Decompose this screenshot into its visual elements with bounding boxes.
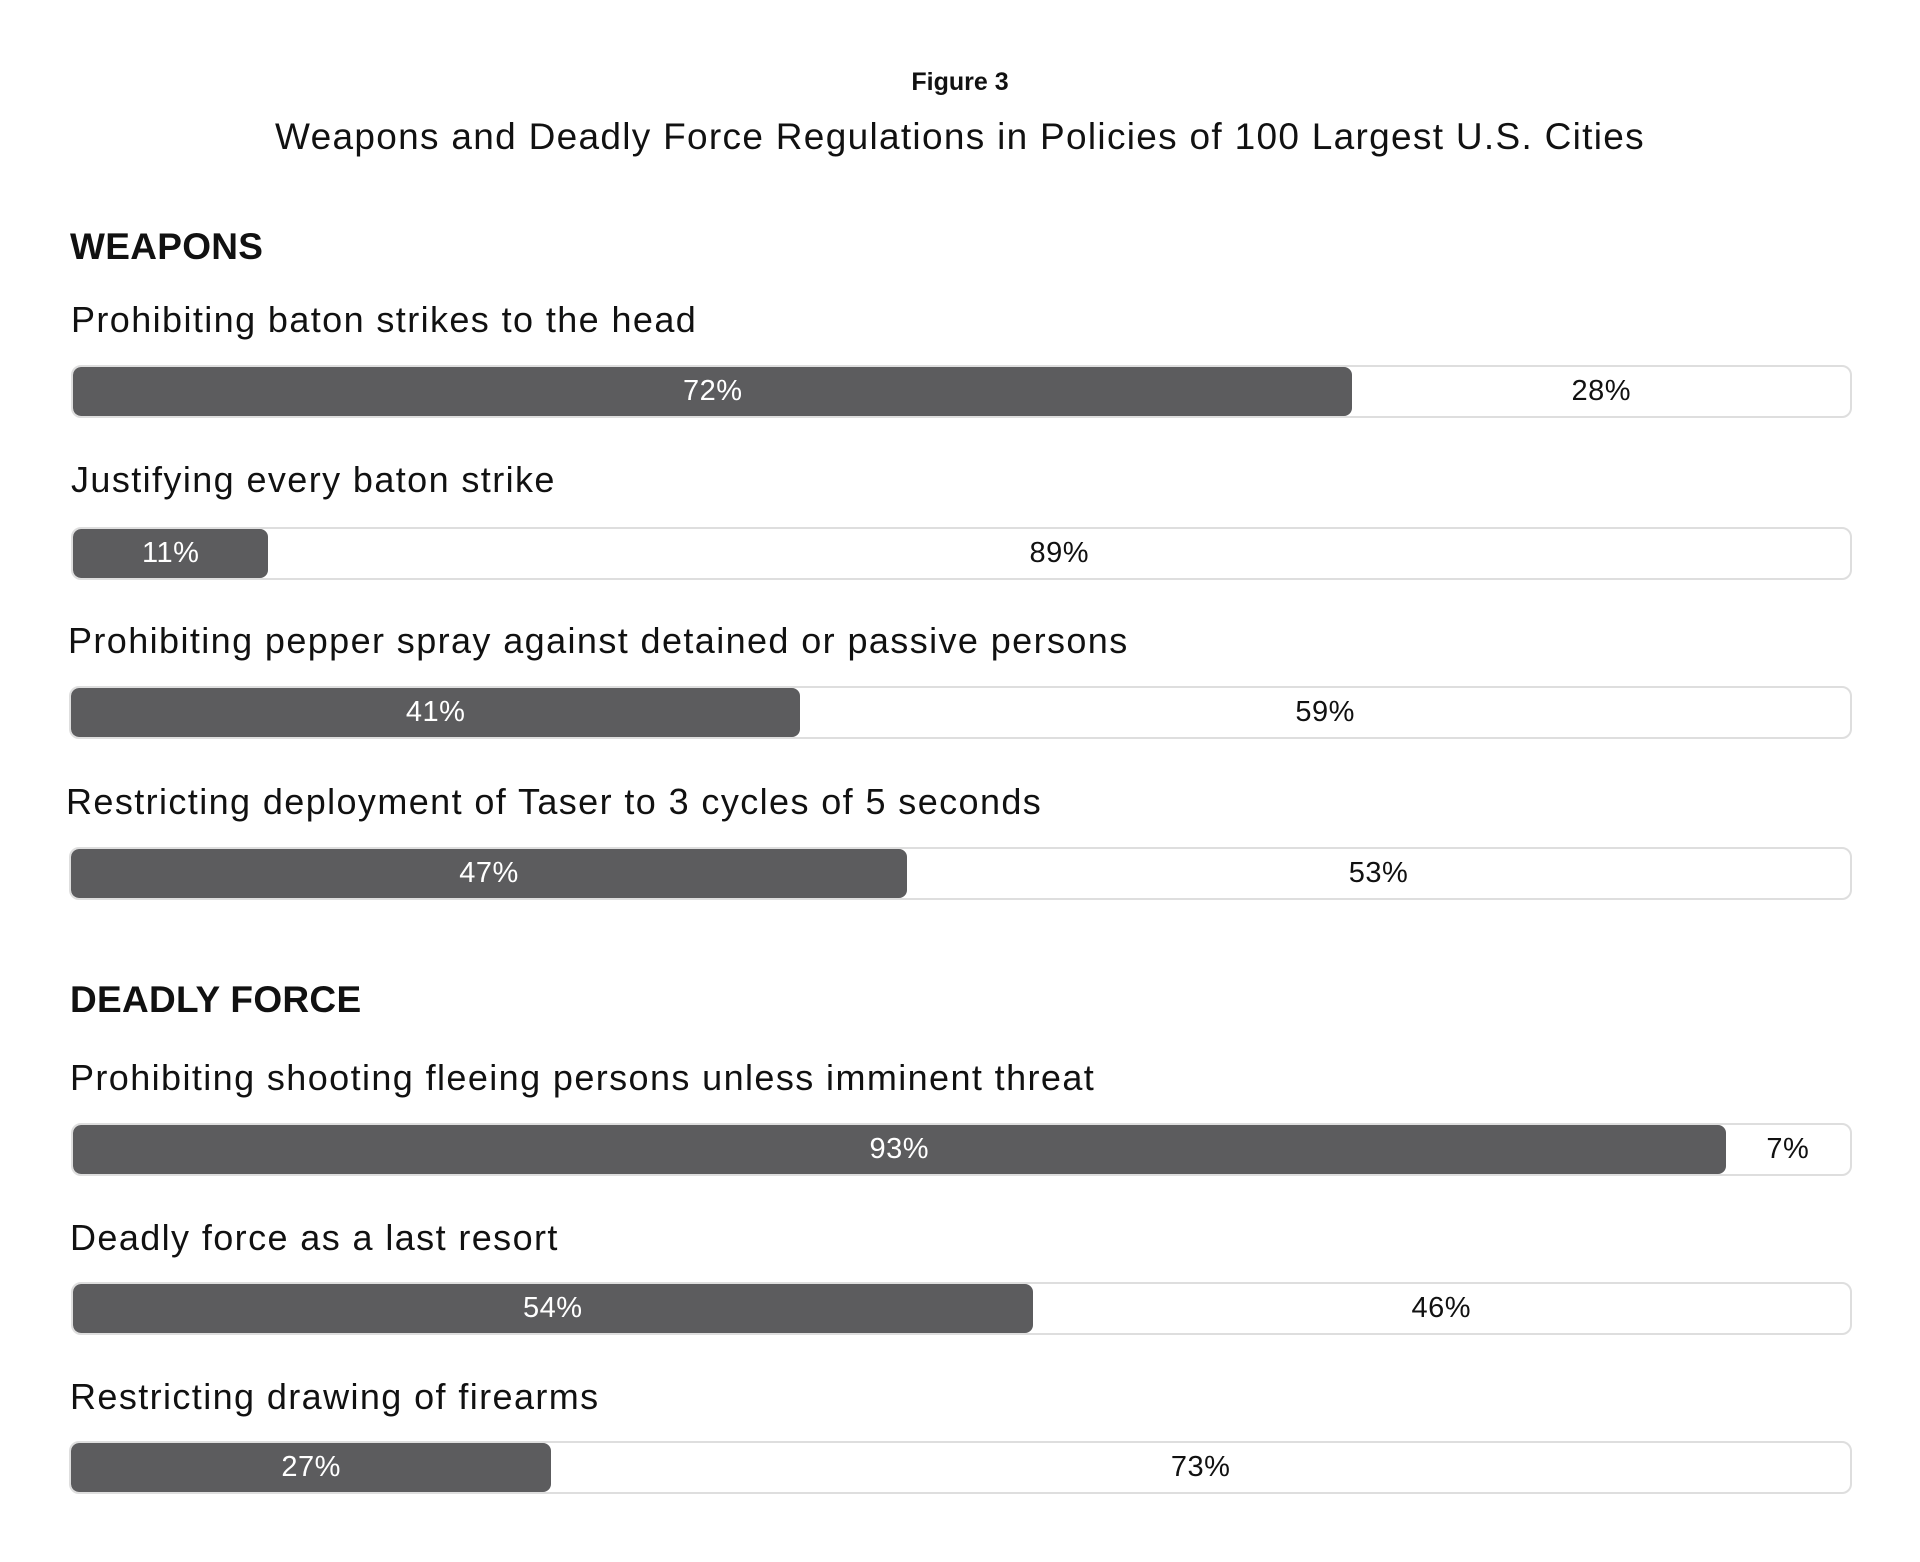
bar-segment-yes: 93% bbox=[73, 1125, 1726, 1174]
stacked-bar: 41% 59% bbox=[69, 686, 1852, 739]
bar-segment-yes: 11% bbox=[73, 529, 269, 578]
chart-title: Weapons and Deadly Force Regulations in … bbox=[275, 116, 1645, 157]
bar-segment-yes: 41% bbox=[71, 688, 801, 737]
section-heading-deadly-force: DEADLY FORCE bbox=[70, 979, 362, 1020]
bar-segment-yes: 27% bbox=[71, 1443, 552, 1492]
bar-segment-yes: 47% bbox=[71, 849, 908, 898]
row-label: Deadly force as a last resort bbox=[70, 1217, 559, 1258]
row-label: Prohibiting shooting fleeing persons unl… bbox=[70, 1057, 1096, 1098]
stacked-bar: 11% 89% bbox=[71, 527, 1852, 580]
bar-segment-no: 89% bbox=[1029, 537, 1089, 569]
row-label: Justifying every baton strike bbox=[71, 459, 556, 500]
stacked-bar: 27% 73% bbox=[69, 1441, 1852, 1494]
section-heading-weapons: WEAPONS bbox=[70, 226, 264, 267]
row-label: Restricting deployment of Taser to 3 cyc… bbox=[66, 781, 1043, 822]
stacked-bar: 47% 53% bbox=[69, 847, 1852, 900]
stacked-bar: 72% 28% bbox=[71, 365, 1852, 418]
stacked-bar: 93% 7% bbox=[71, 1123, 1852, 1176]
bar-segment-yes: 54% bbox=[73, 1284, 1033, 1333]
figure-label: Figure 3 bbox=[911, 68, 1009, 96]
row-label: Prohibiting baton strikes to the head bbox=[71, 299, 698, 340]
bar-segment-no: 73% bbox=[1170, 1451, 1231, 1483]
row-label: Prohibiting pepper spray against detaine… bbox=[68, 620, 1129, 661]
row-label: Restricting drawing of firearms bbox=[70, 1376, 600, 1417]
bar-segment-no: 59% bbox=[1295, 696, 1355, 728]
bar-segment-yes: 72% bbox=[73, 367, 1353, 416]
bar-segment-no: 28% bbox=[1571, 375, 1631, 407]
bar-segment-no: 53% bbox=[1348, 857, 1409, 889]
stacked-bar: 54% 46% bbox=[71, 1282, 1852, 1335]
bar-segment-no: 7% bbox=[1766, 1133, 1810, 1165]
bar-segment-no: 46% bbox=[1411, 1292, 1472, 1324]
